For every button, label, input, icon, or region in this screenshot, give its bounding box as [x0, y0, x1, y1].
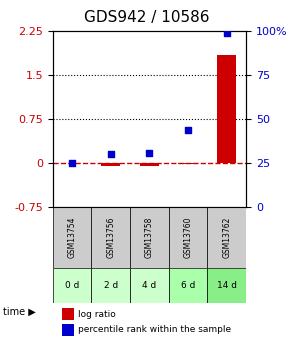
Text: GSM13762: GSM13762	[222, 217, 231, 258]
FancyBboxPatch shape	[53, 268, 91, 303]
Text: 6 d: 6 d	[181, 281, 195, 290]
FancyBboxPatch shape	[207, 268, 246, 303]
Text: 14 d: 14 d	[217, 281, 237, 290]
Bar	[140, 163, 159, 166]
Bar	[217, 55, 236, 163]
Text: GDS942 / 10586: GDS942 / 10586	[84, 10, 209, 25]
Point	[186, 127, 190, 132]
Bar	[62, 308, 74, 321]
FancyBboxPatch shape	[169, 268, 207, 303]
Bar	[101, 163, 120, 166]
Point	[108, 151, 113, 157]
Text: GSM13756: GSM13756	[106, 217, 115, 258]
Point	[147, 150, 152, 155]
Text: 4 d: 4 d	[142, 281, 156, 290]
Text: 2 d: 2 d	[104, 281, 118, 290]
FancyBboxPatch shape	[130, 207, 169, 268]
Point	[70, 160, 74, 166]
Text: GSM13754: GSM13754	[68, 217, 76, 258]
FancyBboxPatch shape	[53, 207, 91, 268]
Text: log ratio: log ratio	[78, 310, 116, 319]
Bar	[178, 163, 198, 164]
FancyBboxPatch shape	[91, 207, 130, 268]
Text: 0 d: 0 d	[65, 281, 79, 290]
Text: time ▶: time ▶	[3, 307, 36, 317]
Bar	[62, 324, 74, 336]
FancyBboxPatch shape	[130, 268, 169, 303]
Text: GSM13760: GSM13760	[184, 217, 193, 258]
Text: GSM13758: GSM13758	[145, 217, 154, 258]
FancyBboxPatch shape	[169, 207, 207, 268]
FancyBboxPatch shape	[207, 207, 246, 268]
Text: percentile rank within the sample: percentile rank within the sample	[78, 325, 231, 335]
FancyBboxPatch shape	[91, 268, 130, 303]
Point	[224, 30, 229, 36]
